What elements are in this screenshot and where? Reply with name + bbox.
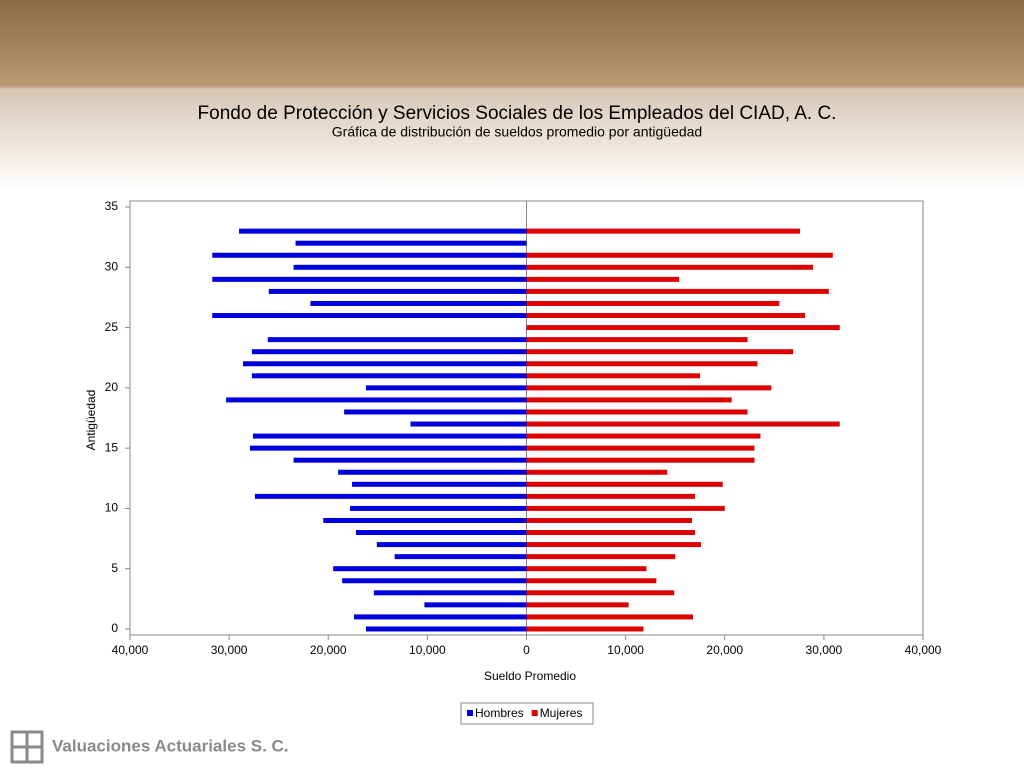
x-axis-label: Sueldo Promedio	[484, 669, 576, 683]
chart-subtitle: Gráfica de distribución de sueldos prome…	[332, 124, 702, 140]
bar	[526, 361, 758, 367]
bar	[526, 373, 700, 379]
bar	[526, 457, 755, 463]
bar	[526, 385, 772, 391]
y-tick-label: 10	[105, 501, 119, 515]
bar	[526, 542, 701, 548]
x-tick-label: 10,000	[607, 643, 644, 657]
bar	[526, 566, 647, 572]
bar	[243, 361, 527, 367]
bar	[526, 578, 657, 584]
bar	[526, 300, 780, 306]
bar	[394, 554, 527, 560]
bar	[333, 566, 527, 572]
bar	[338, 469, 527, 475]
y-tick-label: 0	[111, 621, 118, 635]
bar	[212, 313, 527, 319]
bar	[356, 530, 527, 536]
bar	[526, 288, 829, 294]
bar	[526, 337, 748, 343]
chart-title: Fondo de Protección y Servicios Sociales…	[198, 103, 837, 124]
bar	[365, 626, 527, 632]
bar	[526, 252, 833, 258]
bar	[526, 228, 801, 234]
bar	[344, 409, 527, 415]
bar	[526, 614, 694, 620]
bar	[526, 445, 755, 451]
bar	[526, 493, 696, 499]
x-tick-label: 10,000	[409, 643, 446, 657]
x-tick-label: 0	[523, 643, 530, 657]
legend-frame	[460, 702, 594, 725]
bar	[526, 554, 676, 560]
bar	[526, 264, 813, 270]
bar	[526, 626, 644, 632]
bar	[526, 397, 732, 403]
bar	[376, 542, 527, 548]
y-tick-label: 35	[105, 199, 119, 213]
bar	[526, 590, 675, 596]
header-background	[0, 0, 1024, 190]
bar	[295, 240, 527, 246]
bar	[354, 614, 527, 620]
bar	[212, 276, 527, 282]
bar	[342, 578, 527, 584]
bar	[249, 445, 527, 451]
bar	[267, 337, 527, 343]
y-tick-label: 25	[105, 320, 119, 334]
y-tick-label: 5	[111, 561, 118, 575]
bar	[268, 288, 527, 294]
logo	[10, 730, 44, 764]
legend-swatch	[531, 710, 538, 716]
y-tick-label: 15	[105, 440, 119, 454]
bar	[526, 517, 693, 523]
footer-text: Valuaciones Actuariales S. C.	[52, 736, 289, 755]
x-tick-label: 20,000	[310, 643, 347, 657]
bar	[526, 433, 761, 439]
x-tick-label: 40,000	[905, 643, 942, 657]
y-axis-label: Antigüedad	[84, 390, 98, 451]
bar	[293, 264, 527, 270]
legend-label: Mujeres	[540, 706, 583, 720]
bar	[526, 530, 696, 536]
bar	[252, 433, 527, 439]
x-tick-label: 30,000	[211, 643, 248, 657]
bar	[526, 602, 629, 608]
bar	[373, 590, 527, 596]
bar	[526, 349, 794, 355]
bar	[410, 421, 527, 427]
bar	[350, 505, 527, 511]
bar	[323, 517, 527, 523]
legend-swatch	[467, 710, 473, 716]
legend-label: Hombres	[475, 706, 524, 720]
bar	[352, 481, 527, 487]
bar	[251, 349, 527, 355]
bar	[365, 385, 527, 391]
bar	[424, 602, 527, 608]
bar	[526, 276, 680, 282]
x-tick-label: 30,000	[806, 643, 843, 657]
bar	[251, 373, 527, 379]
bar	[226, 397, 527, 403]
bar	[212, 252, 527, 258]
bar	[526, 421, 840, 427]
bar	[526, 505, 725, 511]
y-tick-label: 30	[105, 259, 119, 273]
bar	[526, 481, 723, 487]
bar	[293, 457, 527, 463]
bar	[310, 300, 527, 306]
x-tick-label: 40,000	[112, 643, 149, 657]
y-tick-label: 20	[105, 380, 119, 394]
x-tick-label: 20,000	[706, 643, 743, 657]
bar	[526, 325, 840, 331]
bar	[254, 493, 527, 499]
bar	[526, 469, 668, 475]
bar	[526, 409, 748, 415]
bar	[526, 313, 806, 319]
bar	[239, 228, 527, 234]
